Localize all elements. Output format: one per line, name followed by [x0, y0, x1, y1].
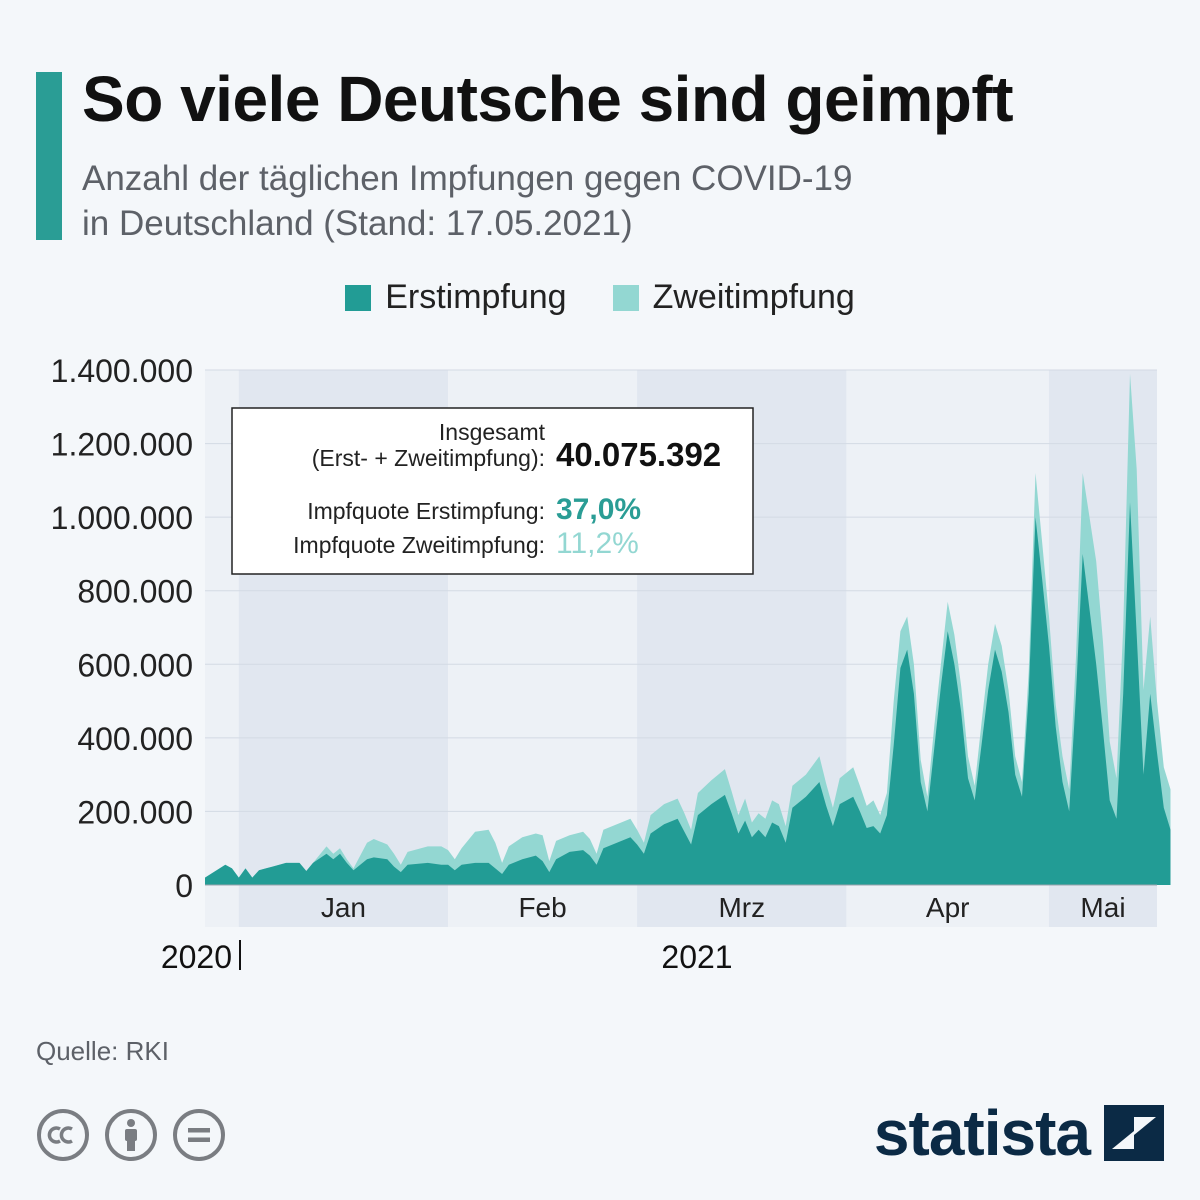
cc-noderivatives-icon[interactable]	[172, 1108, 226, 1162]
x-tick-label-mrz: Mrz	[718, 892, 765, 923]
area-erstimpfung	[205, 502, 1171, 885]
legend-label-zweitimpfung: Zweitimpfung	[652, 278, 855, 316]
info-box-frame	[231, 407, 754, 575]
license-icons	[36, 1108, 226, 1162]
chart-areas	[205, 373, 1171, 886]
title-accent-bar	[36, 72, 62, 240]
statista-brand[interactable]: statista	[874, 1096, 1164, 1170]
y-tick-label-4: 800.000	[77, 574, 193, 610]
source-note: Quelle: RKI	[36, 1036, 169, 1066]
subtitle-line-2: in Deutschland (Stand: 17.05.2021)	[82, 204, 633, 243]
info-total-label-1: Insgesamt	[439, 419, 546, 445]
y-axis-ticks: 0 200.000 400.000 600.000 800.000 1.000.000 1.…	[51, 353, 193, 904]
year-label-2021: 2021	[661, 939, 732, 975]
info-quote-erst-value: 37,0%	[556, 493, 641, 526]
legend-swatch-erstimpfung	[345, 284, 372, 311]
legend-item-erstimpfung: Erstimpfung	[345, 278, 567, 317]
x-axis-ticks: Jan Feb Mrz Apr Mai 2020 2021	[161, 892, 1126, 975]
vaccination-area-chart: 0 200.000 400.000 600.000 800.000 1.000.000 1.…	[51, 353, 1171, 975]
x-tick-label-apr: Apr	[926, 892, 970, 923]
y-tick-label-0: 0	[175, 868, 193, 904]
info-total-value: 40.075.392	[556, 436, 721, 473]
legend-label-erstimpfung: Erstimpfung	[385, 278, 567, 316]
statista-logo-icon	[1104, 1105, 1164, 1161]
x-tick-label-feb: Feb	[518, 892, 566, 923]
y-tick-label-3: 600.000	[77, 647, 193, 683]
cc-icon[interactable]	[36, 1108, 90, 1162]
info-box: Insgesamt (Erst- + Zweitimpfung): 40.075…	[231, 407, 754, 575]
y-tick-label-2: 400.000	[77, 721, 193, 757]
info-quote-zweit-label: Impfquote Zweitimpfung:	[293, 532, 545, 558]
legend-item-zweitimpfung: Zweitimpfung	[612, 278, 855, 317]
y-tick-label-5: 1.000.000	[51, 500, 193, 536]
y-tick-label-7: 1.400.000	[51, 353, 193, 389]
chart-legend: Erstimpfung Zweitimpfung	[0, 278, 1200, 317]
x-tick-label-jan: Jan	[321, 892, 366, 923]
brand-wordmark: statista	[873, 1097, 1091, 1169]
legend-swatch-zweitimpfung	[612, 284, 639, 311]
cc-attribution-icon[interactable]	[104, 1108, 158, 1162]
info-quote-zweit-value: 11,2%	[556, 527, 639, 560]
info-quote-erst-label: Impfquote Erstimpfung:	[307, 498, 545, 524]
x-tick-label-mai: Mai	[1080, 892, 1125, 923]
y-tick-label-1: 200.000	[77, 794, 193, 830]
subtitle-line-1: Anzahl der täglichen Impfungen gegen COV…	[82, 159, 853, 198]
chart-subtitle: Anzahl der täglichen Impfungen gegen COV…	[82, 156, 852, 246]
y-tick-label-6: 1.200.000	[51, 427, 193, 463]
info-total-label-2: (Erst- + Zweitimpfung):	[312, 445, 545, 471]
page-title: So viele Deutsche sind geimpft	[82, 63, 1014, 135]
year-label-2020: 2020	[161, 939, 232, 975]
